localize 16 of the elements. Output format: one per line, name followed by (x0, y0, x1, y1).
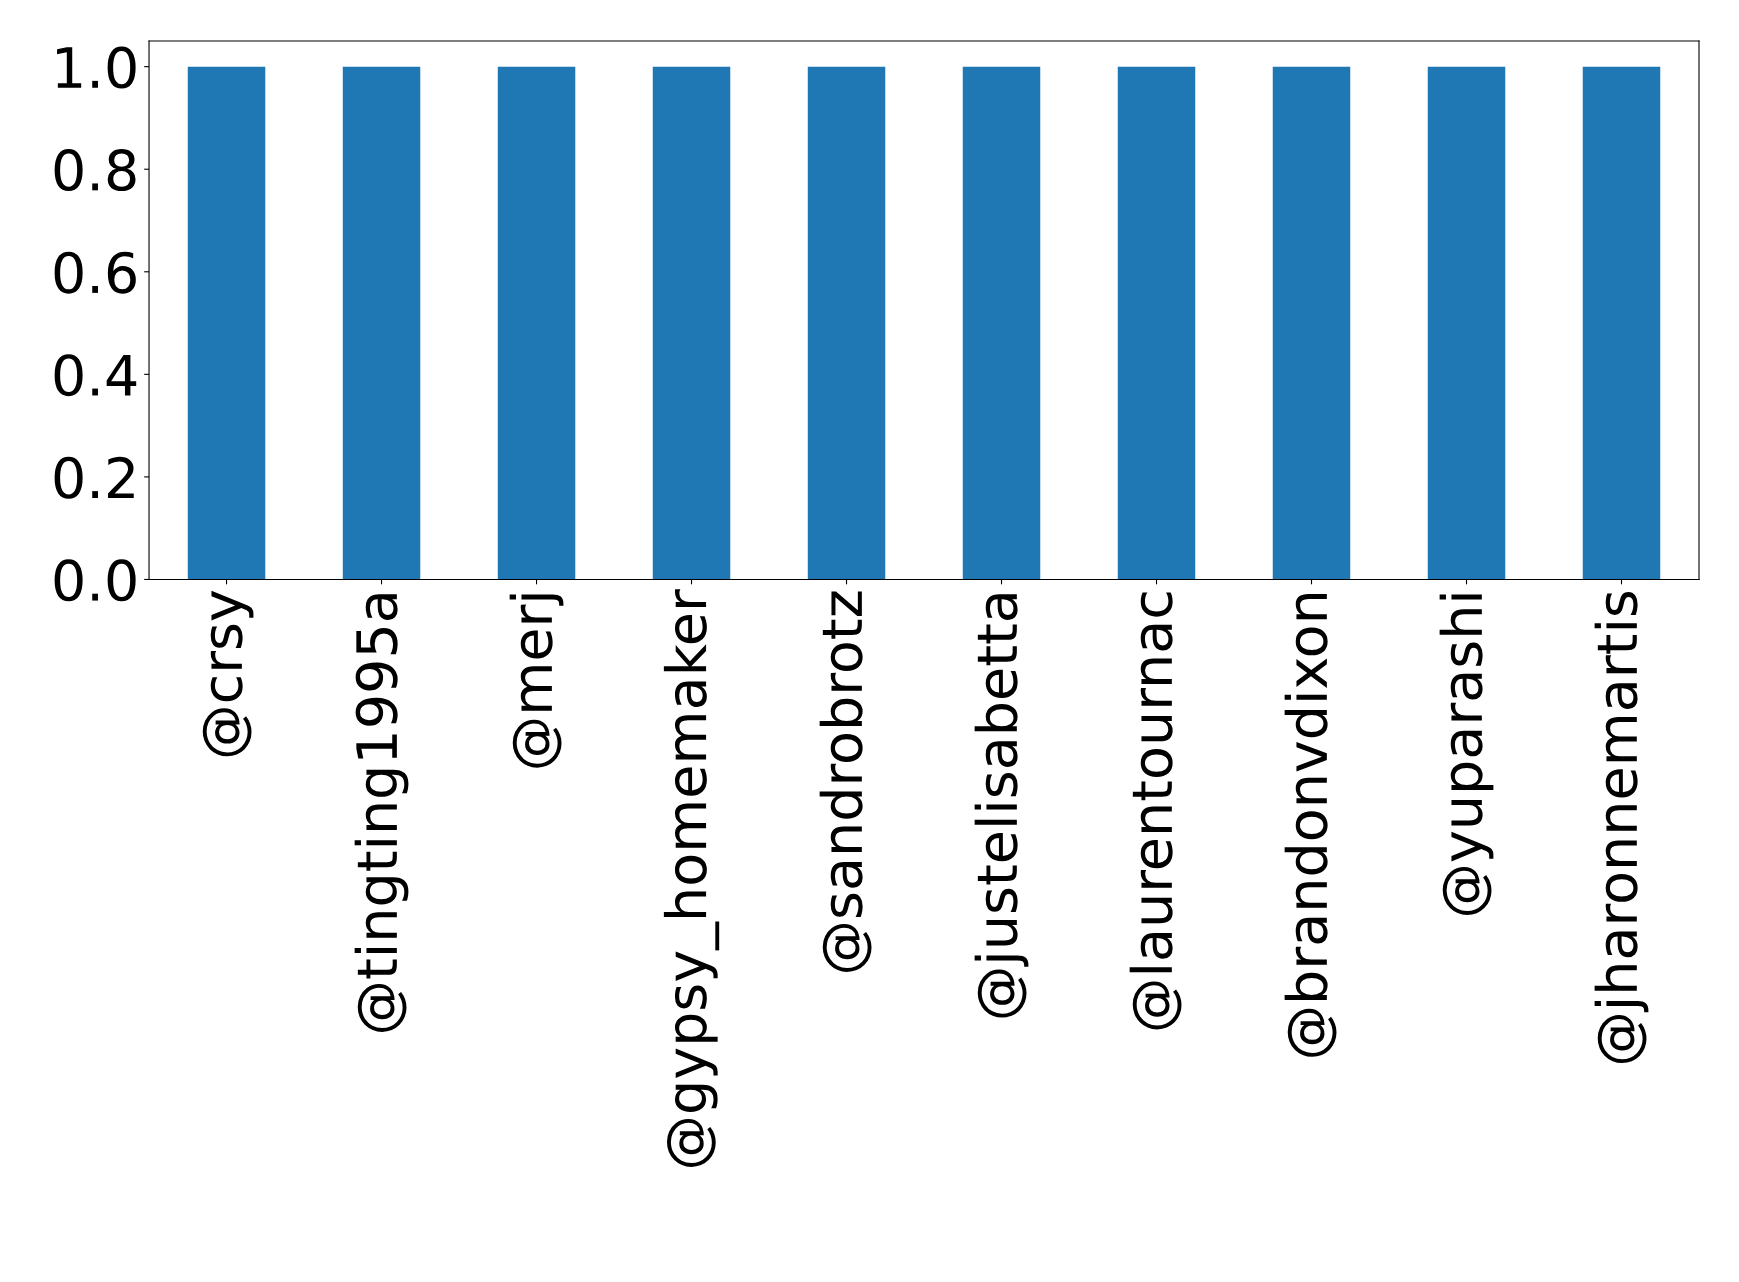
y-tick-label: 0.6 (54, 251, 136, 294)
x-tick-label: @gypsy_homemaker (663, 589, 720, 1167)
y-tick-label: 0.0 (54, 559, 136, 602)
y-tick-label: 0.8 (54, 149, 136, 192)
x-tick-label: @sandrobrotz (819, 591, 872, 972)
x-tick-label: @yuparashi (1439, 594, 1494, 915)
y-tick-label: 0.2 (54, 456, 134, 499)
x-tick-label: @merj (509, 594, 564, 768)
x-tick-label: @justelisabetta (974, 594, 1029, 1018)
x-tick-label: @tingting1995a (354, 594, 409, 1032)
y-tick-label: 1.0 (57, 46, 136, 89)
x-tick-label: @jharonnemartis (1594, 591, 1649, 1064)
y-tick-label: 0.4 (54, 354, 137, 397)
x-tick-label: @brandonvdixon (1284, 593, 1337, 1057)
x-tick-label: @laurentournac (1129, 592, 1182, 1030)
x-tick-label: @crsy (202, 590, 254, 757)
